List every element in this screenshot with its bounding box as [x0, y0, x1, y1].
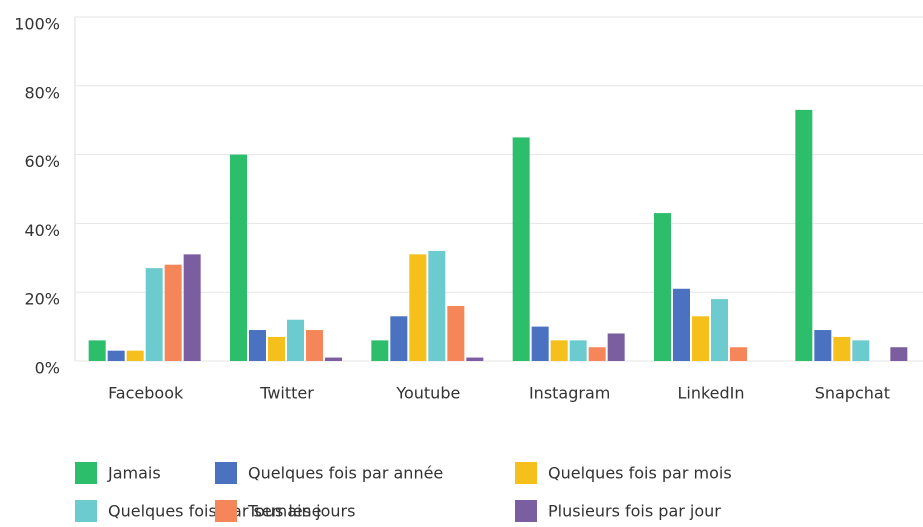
y-tick-label: 20%: [24, 290, 60, 309]
legend-label: Quelques fois par année: [248, 464, 443, 483]
bar: [409, 254, 427, 361]
bar: [88, 340, 106, 361]
bar: [550, 340, 568, 361]
bar: [673, 288, 690, 361]
bar: [890, 347, 908, 361]
x-tick-label: LinkedIn: [677, 384, 744, 403]
bar: [814, 330, 832, 361]
legend-swatch: [215, 500, 237, 522]
bar: [390, 316, 408, 361]
legend-swatch: [215, 462, 237, 484]
bar: [692, 316, 709, 361]
x-tick-label: Youtube: [395, 384, 460, 403]
y-tick-label: 60%: [24, 152, 60, 171]
legend-swatch: [515, 462, 537, 484]
bar: [569, 340, 587, 361]
bar: [268, 336, 285, 361]
legend-swatch: [75, 462, 97, 484]
bar: [711, 299, 728, 361]
bar: [371, 340, 389, 361]
bar: [833, 336, 851, 361]
legend-label: Quelques fois par semaine: [108, 502, 322, 521]
bar: [107, 350, 125, 361]
bar: [654, 213, 671, 361]
bar: [428, 250, 446, 361]
bar: [607, 333, 625, 361]
legend-swatch: [75, 500, 97, 522]
bar: [230, 154, 247, 361]
bar: [852, 340, 870, 361]
y-tick-label: 80%: [24, 83, 60, 102]
bar: [730, 347, 747, 361]
bar: [512, 137, 530, 361]
bar: [466, 357, 484, 361]
x-tick-label: Snapchat: [815, 384, 890, 403]
bar: [183, 254, 201, 361]
bar: [306, 330, 323, 361]
bar: [287, 319, 304, 361]
bar: [531, 326, 549, 361]
legend-label: Quelques fois par mois: [548, 464, 732, 483]
legend-label: Tous les jours: [247, 502, 355, 521]
legend-label: Jamais: [107, 464, 161, 483]
bar: [249, 330, 266, 361]
legend-label: Plusieurs fois par jour: [548, 502, 721, 521]
x-tick-label: Facebook: [108, 384, 184, 403]
bar: [325, 357, 342, 361]
bar: [795, 109, 813, 361]
bar: [126, 350, 144, 361]
y-tick-label: 0%: [35, 359, 60, 378]
bar: [164, 264, 182, 361]
bar: [447, 305, 465, 361]
x-tick-label: Twitter: [259, 384, 314, 403]
bar: [145, 268, 163, 361]
y-tick-label: 40%: [24, 221, 60, 240]
y-tick-label: 100%: [14, 15, 60, 34]
x-tick-label: Instagram: [529, 384, 610, 403]
legend-swatch: [515, 500, 537, 522]
bar: [588, 347, 606, 361]
